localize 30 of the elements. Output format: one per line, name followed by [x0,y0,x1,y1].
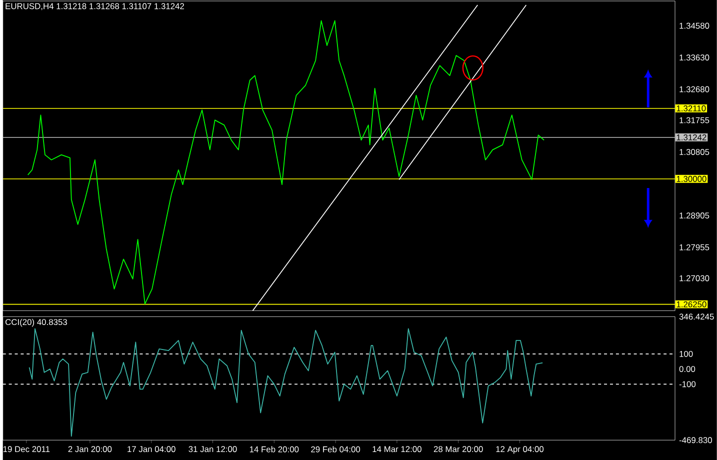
line-series [28,328,544,437]
ref-line-label: 1.32110 [676,105,706,112]
y-tick-label: -100 [679,381,696,388]
y-tick-label: 100 [680,350,693,357]
x-tick-label: 2 Jan 20:00 [68,446,112,452]
chart-title: CCI(20) 40.8353 [5,318,68,327]
y-tick-label: 1.32680 [680,86,710,92]
x-tick-label: 12 Apr 04:00 [496,446,544,454]
y-tick-label: 346.4245 [679,314,714,320]
y-tick-label: 1.34580 [680,22,710,29]
x-tick-label: 14 Feb 20:00 [250,446,299,452]
y-tick-label: 1.27030 [680,275,710,282]
y-tick-label: 1.30805 [680,148,710,155]
ref-line-label: 1.31242 [676,134,706,140]
x-tick-label: 28 Mar 20:00 [434,446,483,452]
chart-title: EURUSD,H4 1.31218 1.31268 1.31107 1.31242 [6,3,184,10]
line-series [27,20,544,304]
x-tick-label: 14 Mar 12:00 [372,446,422,452]
y-tick-label: 0.00 [679,366,696,372]
x-tick-label: 19 Dec 2011 [3,446,50,452]
y-tick-label: 1.27955 [680,244,710,250]
ref-line-label: 1.26250 [676,301,706,308]
y-tick-label: -469.830 [679,437,712,444]
x-tick-label: 29 Feb 04:00 [311,446,360,452]
x-tick-label: 17 Jan 04:00 [128,446,176,452]
ref-line-label: 1.30000 [676,176,706,182]
y-tick-label: 1.33630 [680,54,710,60]
x-tick-label: 31 Jan 12:00 [188,446,237,452]
y-tick-label: 1.28905 [680,212,710,218]
y-tick-label: 1.31755 [680,117,710,124]
